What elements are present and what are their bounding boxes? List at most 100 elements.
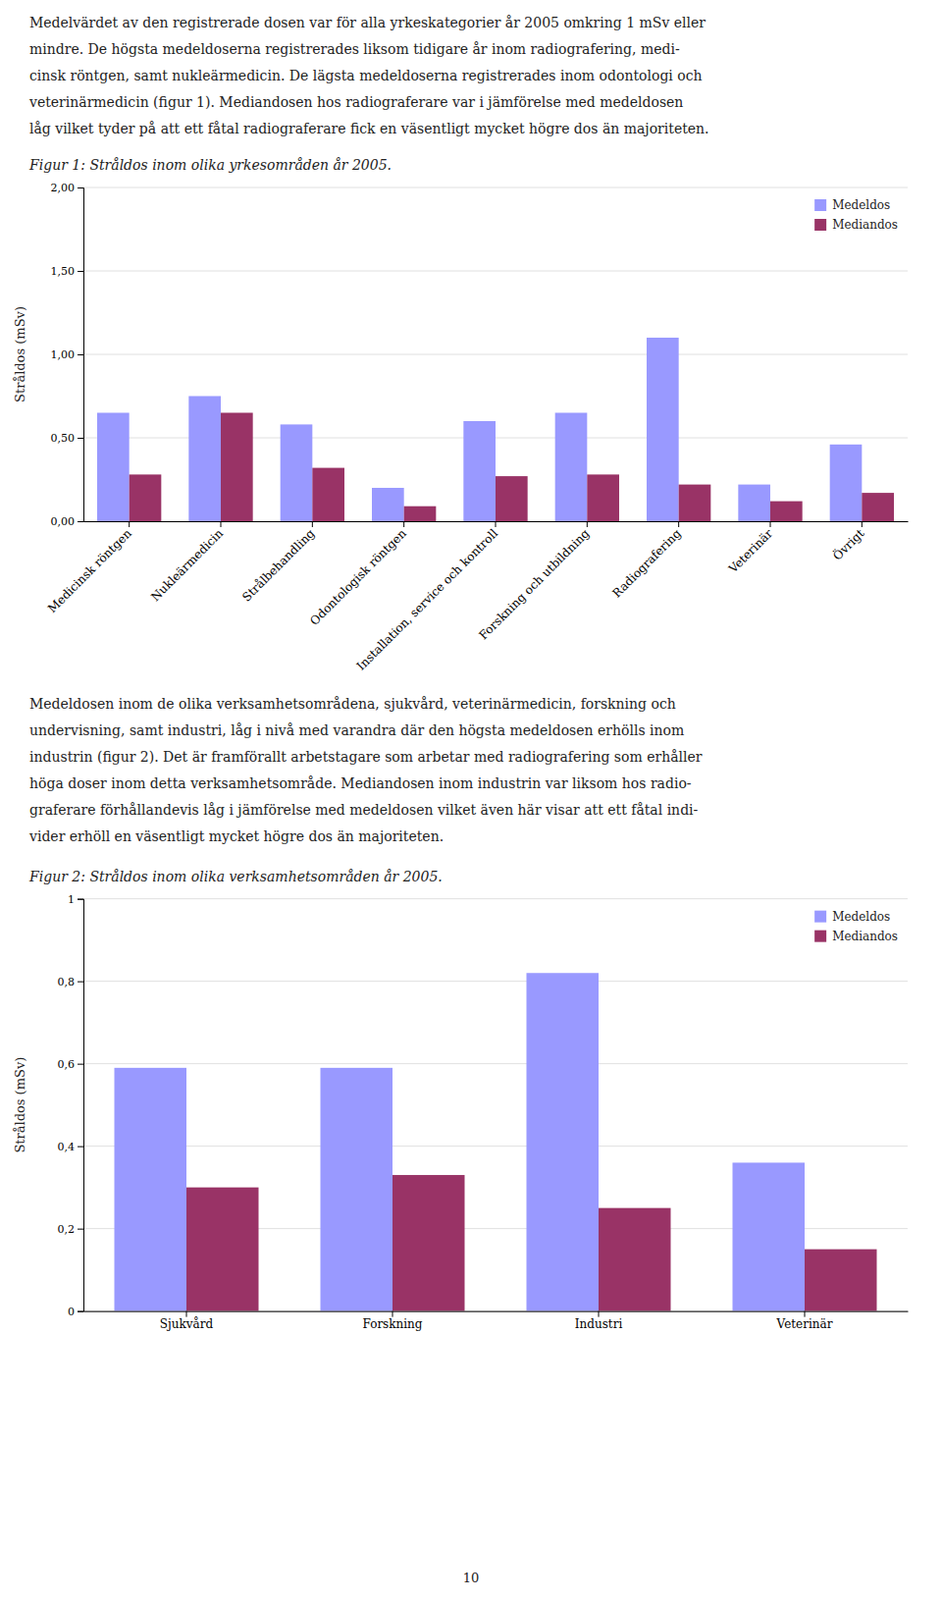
x-tick-mark (495, 521, 497, 527)
y-tick: 1,00 (51, 348, 85, 362)
x-tick: Odontologisk röntgen (307, 521, 410, 628)
x-tick-label: Veterinär (725, 525, 776, 576)
x-tick-mark (770, 521, 772, 527)
y-axis-line (77, 188, 85, 523)
bar (129, 473, 162, 522)
y-axis: 0 0,2 0,4 0,6 0,8 1 (57, 892, 85, 1318)
y-tick: 0,00 (51, 515, 85, 528)
legend-item: Medeldos (814, 198, 890, 212)
y-tick-label: 0 (67, 1305, 75, 1318)
grid-line (83, 354, 908, 356)
bar-series (114, 972, 806, 1310)
chart-title: Figur 1: Stråldos inom olika yrkesområde… (28, 157, 392, 173)
y-tick-mark (77, 898, 84, 900)
paragraph-line: mindre. De högsta medeldoserna registrer… (29, 41, 681, 57)
paragraph-line: undervisning, samt industri, låg i nivå … (29, 722, 684, 738)
legend-swatch (814, 910, 827, 923)
x-tick-mark (403, 521, 405, 527)
x-tick-mark (861, 521, 863, 527)
bar (598, 1207, 672, 1311)
chart-title: Figur 2: Stråldos inom olika verksamhets… (28, 868, 443, 885)
x-axis: SjukvårdForskningIndustriVeterinär (84, 1310, 909, 1332)
y-tick: 1,50 (51, 264, 85, 278)
y-tick-mark (77, 1146, 84, 1148)
grid-line (83, 1062, 908, 1064)
y-tick-label: 0,50 (51, 431, 76, 445)
bars (97, 337, 894, 522)
bar (861, 492, 894, 522)
legend-label: Medeldos (832, 198, 890, 212)
y-tick-mark (77, 270, 84, 272)
x-tick: Veterinär (725, 521, 776, 576)
bar (463, 420, 496, 522)
x-tick-label: Installation, service och kontroll (354, 525, 501, 673)
bar (280, 423, 314, 522)
legend-label: Mediandos (832, 929, 898, 943)
y-axis: 0,00 0,50 1,00 1,50 2,00 (51, 181, 85, 528)
bar (555, 413, 588, 523)
x-tick-label: Forskning och utbildning (475, 525, 592, 642)
grid-line (83, 187, 908, 189)
x-tick-mark (586, 521, 588, 527)
page: Medelvärdet av den registrerade dosen va… (0, 0, 942, 1600)
x-tick-label: Nukleärmedicin (148, 525, 226, 604)
y-tick-label: 0,8 (57, 975, 76, 989)
x-tick-mark (678, 521, 680, 527)
y-tick-label: 0,2 (57, 1222, 76, 1236)
y-tick: 0,8 (57, 975, 85, 989)
legend-swatch (814, 199, 827, 211)
legend: Medeldos Mediandos (814, 909, 898, 943)
y-tick: 0 (67, 1305, 84, 1318)
bar (114, 1067, 188, 1311)
paragraph-line: vider erhöll en väsentligt mycket högre … (28, 828, 444, 844)
x-tick-mark (186, 1310, 188, 1317)
paragraph-line: Medelvärdet av den registrerade dosen va… (29, 14, 706, 31)
x-tick-label: Radiografering (610, 525, 684, 600)
y-axis-line (77, 898, 85, 1311)
y-tick: 0,4 (57, 1140, 85, 1153)
y-tick-label: 1,00 (51, 348, 76, 362)
legend-swatch (814, 930, 827, 942)
grid-line (83, 980, 908, 982)
paragraph-line: industrin (figur 2). Det är framförallt … (29, 748, 703, 765)
x-axis: Medicinsk röntgenNukleärmedicinStrålbeha… (45, 521, 909, 674)
x-tick-label: Medicinsk röntgen (45, 525, 135, 616)
legend-label: Mediandos (832, 217, 898, 232)
x-tick-mark (220, 521, 222, 527)
chart: 0,00 0,50 1,00 1,50 2,00 Medicinsk röntgenNuk… (12, 181, 909, 674)
bar (371, 487, 405, 522)
x-tick: Medicinsk röntgen (45, 521, 135, 616)
x-tick: Sjukvård (159, 1310, 214, 1332)
bar (188, 396, 221, 523)
bar (770, 501, 803, 522)
x-tick: Strålbehandling (239, 521, 318, 605)
x-axis-line (84, 1310, 909, 1312)
grid (83, 187, 908, 522)
grid (83, 898, 908, 1311)
x-tick: Forskning och utbildning (475, 521, 592, 642)
x-tick: Radiografering (610, 521, 684, 601)
legend-label: Medeldos (832, 909, 890, 924)
y-tick-label: 0,6 (57, 1057, 76, 1071)
x-tick-mark (598, 1310, 600, 1317)
paragraph-line: Medeldosen inom de olika verksamhetsområ… (29, 695, 677, 712)
x-tick-mark (392, 1310, 394, 1317)
paragraph-line: höga doser inom detta verksamhetsområde.… (29, 775, 692, 791)
y-tick-label: 1 (67, 892, 75, 906)
y-tick-label: 2,00 (51, 181, 76, 195)
y-tick-label: 0,00 (51, 515, 76, 528)
chart: 0 0,2 0,4 0,6 0,8 1 SjukvårdForskningIndustriV… (12, 892, 909, 1332)
x-tick-mark (804, 1310, 806, 1317)
background (0, 0, 942, 1600)
paragraph-line: cinsk röntgen, samt nukleärmedicin. De l… (29, 67, 703, 84)
bar (312, 468, 345, 522)
bar-series (97, 337, 862, 522)
bar (804, 1249, 878, 1311)
x-tick-label: Odontologisk röntgen (307, 525, 410, 628)
bar (586, 473, 620, 522)
grid-line (83, 1145, 908, 1147)
bar (320, 1067, 394, 1311)
x-tick-mark (128, 521, 130, 527)
paragraph-line: låg vilket tyder på att ett fåtal radiog… (29, 120, 710, 137)
bar (186, 1187, 260, 1311)
